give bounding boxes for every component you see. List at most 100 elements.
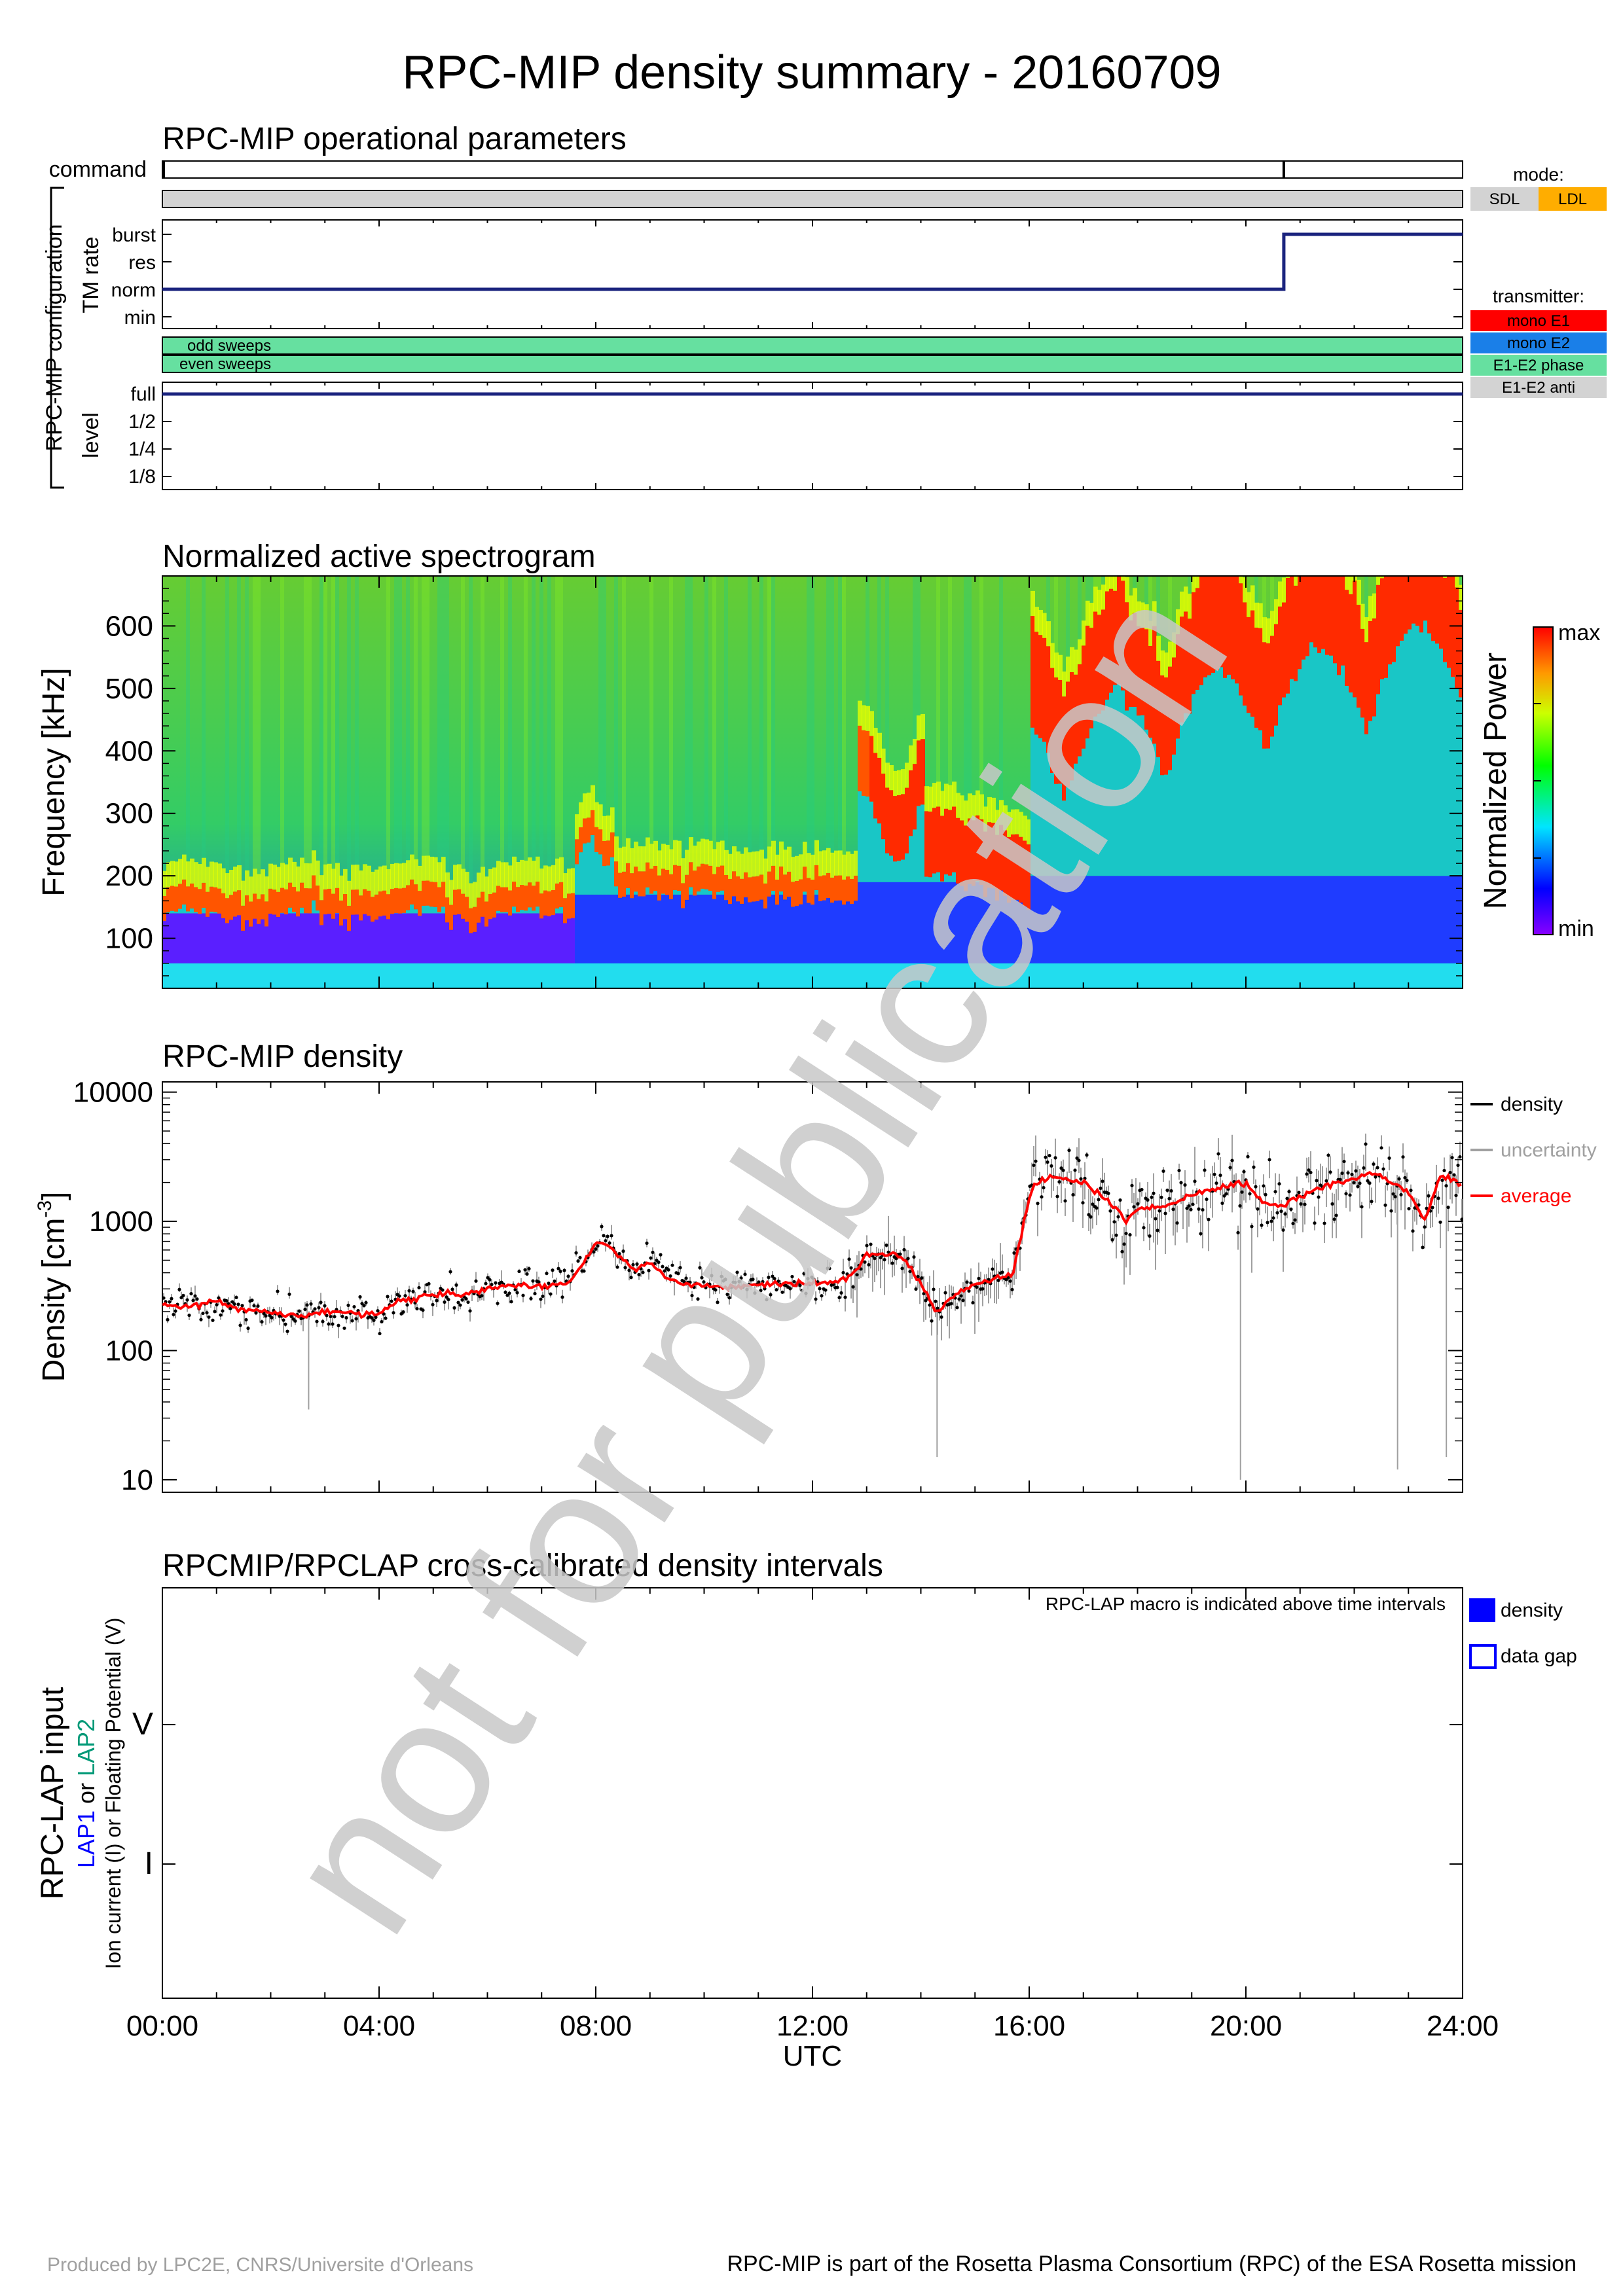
spec-floor — [1250, 963, 1255, 988]
time-tick-label: 20:00 — [1210, 2010, 1282, 2042]
spec-band — [720, 894, 725, 963]
spec-hot — [477, 897, 481, 923]
spec-floor — [1019, 963, 1023, 988]
spec-halo — [457, 864, 462, 889]
spec-band — [261, 913, 265, 963]
spec-texture — [394, 576, 398, 863]
spec-halo — [830, 852, 835, 878]
density-point — [1140, 1187, 1144, 1192]
density-point — [1185, 1206, 1189, 1210]
spec-band — [1282, 876, 1286, 963]
spec-halo — [1160, 650, 1165, 675]
spec-hot — [1427, 576, 1432, 634]
spec-transition — [1129, 707, 1133, 876]
lap-y-ticks — [162, 1724, 1463, 1865]
spec-band — [1192, 876, 1196, 963]
spec-band — [1353, 876, 1357, 963]
spec-halo — [791, 857, 795, 882]
density-point — [1324, 1179, 1328, 1183]
spec-band — [363, 913, 367, 963]
spec-floor — [186, 963, 191, 988]
spec-hot — [1423, 576, 1428, 621]
density-point — [961, 1299, 965, 1302]
density-point — [370, 1316, 374, 1320]
spec-band — [646, 894, 650, 963]
density-point — [1240, 1190, 1244, 1194]
spec-halo — [697, 841, 701, 867]
spec-hot — [795, 880, 799, 906]
density-point — [900, 1266, 904, 1270]
spec-floor — [987, 963, 992, 988]
density-point — [702, 1280, 706, 1284]
spec-floor — [1302, 963, 1306, 988]
spec-band — [1376, 876, 1381, 963]
spec-hot — [948, 810, 953, 876]
spec-band — [960, 882, 964, 963]
tm-level-min: min — [124, 307, 156, 329]
spec-floor — [858, 963, 862, 988]
config-group-label: RPC-MIP configuration — [42, 224, 67, 451]
spec-texture — [1364, 576, 1368, 617]
density-point — [282, 1318, 285, 1322]
spec-floor — [716, 963, 721, 988]
spec-transition — [1140, 715, 1145, 876]
spec-halo — [1258, 603, 1263, 628]
density-point — [474, 1279, 478, 1283]
spec-floor — [689, 963, 693, 988]
spec-hot — [1054, 677, 1059, 784]
spec-transition — [1325, 655, 1330, 876]
spec-transition — [897, 861, 902, 882]
spec-band — [1023, 882, 1027, 963]
spec-band — [1258, 876, 1263, 963]
tx-anti-swatch — [1470, 377, 1607, 398]
spec-band — [983, 882, 988, 963]
spec-band — [1333, 876, 1338, 963]
spec-texture — [461, 576, 465, 869]
density-point — [1342, 1159, 1346, 1164]
spec-hot — [1372, 618, 1377, 717]
density-point — [1440, 1178, 1444, 1182]
spec-transition — [1321, 649, 1326, 876]
spec-band — [1423, 876, 1428, 963]
lap-x-ticks — [162, 1588, 1463, 1998]
spec-halo — [1085, 600, 1090, 626]
spec-hot — [437, 887, 442, 912]
spec-hot — [606, 840, 611, 866]
spec-halo — [1003, 805, 1008, 831]
density-point — [1059, 1166, 1063, 1170]
spec-floor — [367, 963, 371, 988]
spec-texture — [917, 576, 921, 716]
density-point — [737, 1280, 741, 1283]
spec-halo — [752, 852, 756, 877]
spec-hot — [186, 886, 191, 912]
spec-halo — [712, 849, 717, 874]
spec-halo — [406, 860, 410, 886]
spec-halo — [1325, 528, 1330, 552]
lap-legend-density: density — [1501, 1600, 1563, 1621]
spec-halo — [1298, 539, 1302, 564]
spec-texture — [724, 576, 728, 850]
spec-floor — [1207, 963, 1212, 988]
lap-tick-v: V — [132, 1707, 153, 1742]
spec-halo — [803, 841, 807, 867]
spec-hot — [1066, 681, 1070, 787]
spec-band — [532, 913, 536, 963]
spec-band — [701, 894, 705, 963]
spec-band — [905, 882, 909, 963]
spec-halo — [921, 713, 925, 740]
spec-floor — [1156, 963, 1161, 988]
density-point — [1193, 1179, 1197, 1183]
time-tick-label: 16:00 — [993, 2010, 1065, 2042]
spec-halo — [217, 863, 222, 889]
spec-hot — [693, 870, 697, 896]
spec-floor — [1046, 963, 1051, 988]
spec-texture — [1089, 576, 1093, 603]
spec-halo — [1419, 497, 1424, 522]
spec-halo — [528, 857, 532, 883]
spec-transition — [1305, 656, 1310, 876]
spec-transition — [1117, 684, 1122, 876]
legend-average: average — [1501, 1185, 1571, 1207]
density-point — [1444, 1184, 1448, 1188]
spec-band — [539, 913, 544, 963]
spec-halo — [304, 863, 308, 889]
